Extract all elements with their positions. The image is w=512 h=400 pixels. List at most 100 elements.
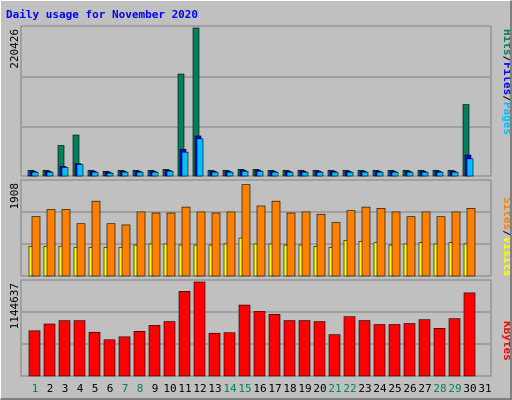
day-label: 22	[343, 382, 356, 395]
chart-title: Daily usage for November 2020	[6, 8, 198, 21]
pages-bar-day-16	[256, 170, 264, 177]
pages-bar-day-4	[76, 164, 84, 177]
pages-bar-day-14	[226, 171, 234, 177]
panel-2-bars	[28, 184, 476, 277]
sites-bar-day-17	[271, 200, 281, 277]
legend-part: Pages	[501, 102, 511, 135]
pages-bar-day-20	[316, 171, 324, 177]
legend-part: /	[501, 56, 511, 63]
sites-bar-day-7	[121, 224, 131, 277]
day-label: 19	[298, 382, 311, 395]
day-label: 8	[137, 382, 144, 395]
kbytes-bar-day-6	[103, 339, 116, 377]
panel-kbytes: 1144637 KBytes	[8, 279, 511, 377]
sites-bar-day-9	[151, 212, 161, 277]
panel-2-ymax-label: 1908	[8, 183, 21, 210]
pages-bar-day-28	[436, 171, 444, 177]
day-label: 25	[388, 382, 401, 395]
day-label: 30	[463, 382, 476, 395]
sites-bar-day-18	[286, 212, 296, 277]
pages-bar-day-13	[211, 171, 219, 177]
kbytes-bar-day-29	[448, 318, 461, 377]
pages-bar-day-30	[466, 158, 474, 177]
day-label: 5	[92, 382, 99, 395]
sites-bar-day-21	[331, 222, 341, 277]
kbytes-bar-day-28	[433, 328, 446, 377]
pages-bar-day-3	[61, 167, 69, 177]
pages-bar-day-23	[361, 171, 369, 177]
pages-bar-day-18	[286, 171, 294, 177]
kbytes-bar-day-4	[73, 320, 86, 377]
kbytes-bar-day-27	[418, 319, 431, 377]
pages-bar-day-6	[106, 172, 114, 177]
kbytes-bar-day-12	[193, 281, 206, 377]
kbytes-bar-day-2	[43, 323, 56, 377]
pages-bar-day-22	[346, 171, 354, 177]
panel-2-legend: Sites/Visits	[501, 197, 511, 277]
panel-1-bars	[27, 27, 474, 177]
kbytes-bar-day-18	[283, 320, 296, 377]
pages-bar-day-5	[91, 171, 99, 177]
sites-bar-day-4	[76, 223, 86, 277]
day-label: 20	[313, 382, 326, 395]
sites-bar-day-20	[316, 213, 326, 277]
sites-bar-day-13	[211, 212, 221, 277]
sites-bar-day-30	[466, 208, 476, 277]
day-label: 21	[328, 382, 341, 395]
day-label: 3	[62, 382, 69, 395]
kbytes-bar-day-25	[388, 324, 401, 377]
pages-bar-day-11	[181, 151, 189, 177]
sites-bar-day-16	[256, 205, 266, 277]
kbytes-bar-day-5	[88, 331, 101, 377]
day-label: 18	[283, 382, 296, 395]
kbytes-bar-day-19	[298, 320, 311, 377]
day-label: 11	[178, 382, 191, 395]
kbytes-bar-day-10	[163, 321, 176, 377]
pages-bar-day-29	[451, 171, 459, 177]
kbytes-bar-day-15	[238, 304, 251, 377]
pages-bar-day-2	[46, 171, 54, 177]
kbytes-bar-day-1	[28, 330, 41, 377]
day-label: 2	[47, 382, 54, 395]
day-label: 26	[403, 382, 416, 395]
kbytes-bar-day-16	[253, 311, 266, 377]
sites-bar-day-11	[181, 206, 191, 277]
pages-bar-day-19	[301, 171, 309, 177]
day-label: 13	[208, 382, 221, 395]
panel-1-legend: Hits/Files/Pages	[501, 29, 511, 135]
legend-part: Visits	[501, 237, 511, 277]
panel-3-legend: KBytes	[501, 321, 511, 361]
legend-part: /	[501, 95, 511, 102]
pages-bar-day-8	[136, 171, 144, 177]
panel-3-bars	[28, 281, 476, 377]
day-label: 15	[238, 382, 251, 395]
sites-bar-day-6	[106, 223, 116, 277]
kbytes-bar-day-26	[403, 323, 416, 377]
legend-part: Sites	[501, 197, 511, 230]
panel-1-ymax-label: 220426	[8, 29, 21, 69]
kbytes-bar-day-17	[268, 313, 281, 377]
day-label: 4	[77, 382, 84, 395]
sites-bar-day-15	[241, 184, 251, 277]
sites-bar-day-1	[31, 216, 41, 277]
legend-part: KBytes	[501, 321, 511, 361]
pages-bar-day-27	[421, 171, 429, 177]
pages-bar-day-21	[331, 171, 339, 177]
kbytes-bar-day-9	[148, 325, 161, 377]
kbytes-bar-day-8	[133, 330, 146, 377]
panel-hits-files-pages: 220426 Hits/Files/Pages	[8, 25, 511, 177]
day-label: 17	[268, 382, 281, 395]
day-label: 24	[373, 382, 387, 395]
day-label: 31	[478, 382, 491, 395]
kbytes-bar-day-7	[118, 336, 131, 377]
day-label: 7	[122, 382, 129, 395]
sites-bar-day-3	[61, 209, 71, 277]
sites-bar-day-2	[46, 209, 56, 277]
kbytes-bar-day-24	[373, 324, 386, 377]
kbytes-bar-day-23	[358, 320, 371, 377]
pages-bar-day-7	[121, 171, 129, 177]
pages-bar-day-15	[241, 170, 249, 177]
day-label: 10	[163, 382, 176, 395]
